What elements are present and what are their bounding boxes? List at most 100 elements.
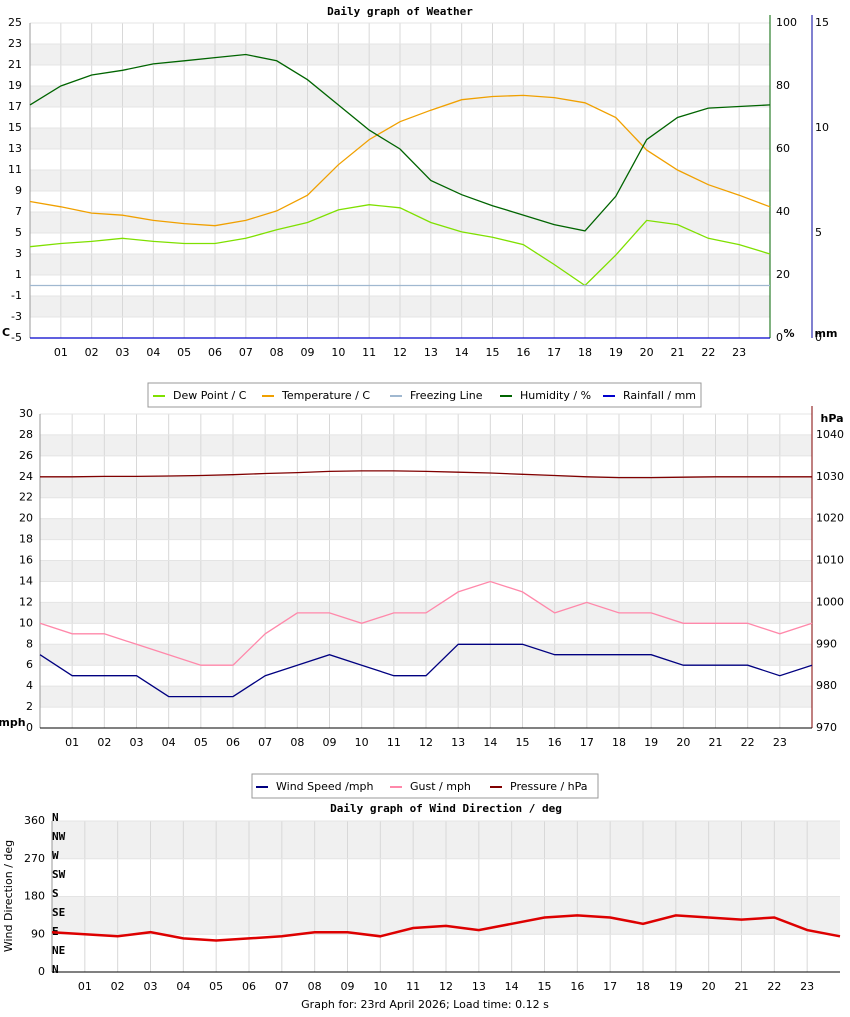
series-line — [29, 204, 771, 287]
series-line — [29, 94, 771, 227]
series-line — [40, 470, 812, 479]
y2-tick-label: 970 — [816, 721, 837, 734]
x-tick-label: 19 — [669, 980, 683, 993]
footer: Graph for: 23rd April 2026; Load time: 0… — [301, 998, 549, 1011]
x-tick-label: 08 — [270, 346, 284, 359]
x-tick-label: 10 — [355, 736, 369, 749]
y2-tick-label: 60 — [776, 142, 790, 155]
y2-axis-label: hPa — [820, 412, 843, 425]
x-tick-label: 14 — [483, 736, 497, 749]
x-tick-label: 02 — [97, 736, 111, 749]
y-tick-label: 23 — [8, 37, 22, 50]
y3-tick-label: 0 — [815, 331, 822, 344]
y-tick-label: 10 — [19, 616, 33, 629]
chart: 01 02 03 04 05 06 07 08 09 10 11 12 13 14 15 16 17 18 19 20… — [0, 406, 844, 799]
x-tick-label: 12 — [419, 736, 433, 749]
y-tick-label: 21 — [8, 58, 22, 71]
y-tick-label: 180 — [24, 890, 45, 903]
y2-tick-label: 980 — [816, 679, 837, 692]
legend-label: Freezing Line — [410, 389, 483, 402]
y3-tick-label: 15 — [815, 16, 829, 29]
x-tick-label: 09 — [323, 736, 337, 749]
y-tick-label: 8 — [26, 637, 33, 650]
y-tick-label: 11 — [8, 163, 22, 176]
x-tick-label: 11 — [362, 346, 376, 359]
y-tick-label: 20 — [19, 512, 33, 525]
x-tick-label: 03 — [130, 736, 144, 749]
x-tick-label: 07 — [239, 346, 253, 359]
x-tick-label: 12 — [393, 346, 407, 359]
x-tick-label: 01 — [54, 346, 68, 359]
series-line — [29, 53, 771, 232]
y-tick-label: 1 — [15, 268, 22, 281]
y-tick-label: 7 — [15, 205, 22, 218]
y-tick-label: 12 — [19, 595, 33, 608]
x-tick-label: 18 — [636, 980, 650, 993]
x-tick-label: 07 — [258, 736, 272, 749]
chart-title: Daily graph of Weather — [327, 5, 473, 18]
x-tick-label: 03 — [144, 980, 158, 993]
x-tick-label: 02 — [111, 980, 125, 993]
series-line — [51, 914, 841, 942]
x-tick-label: 12 — [439, 980, 453, 993]
x-tick-label: 22 — [701, 346, 715, 359]
x-tick-label: 17 — [547, 346, 561, 359]
x-tick-label: 01 — [65, 736, 79, 749]
x-tick-label: 08 — [308, 980, 322, 993]
x-tick-label: 01 — [78, 980, 92, 993]
legend-label: Humidity / % — [520, 389, 591, 402]
y-tick-label: 25 — [8, 16, 22, 29]
compass-label: N — [52, 963, 59, 976]
y-tick-label: 24 — [19, 470, 33, 483]
x-tick-label: 05 — [194, 736, 208, 749]
legend-label: Dew Point / C — [173, 389, 247, 402]
y-tick-label: -1 — [11, 289, 22, 302]
y3-tick-label: 10 — [815, 121, 829, 134]
x-tick-label: 16 — [570, 980, 584, 993]
y-tick-label: 14 — [19, 574, 33, 587]
y-tick-label: 6 — [26, 658, 33, 671]
legend-label: Temperature / C — [281, 389, 370, 402]
x-tick-label: 16 — [548, 736, 562, 749]
y-tick-label: 360 — [24, 814, 45, 827]
x-tick-label: 13 — [472, 980, 486, 993]
x-tick-label: 07 — [275, 980, 289, 993]
x-tick-label: 06 — [226, 736, 240, 749]
x-tick-label: 09 — [341, 980, 355, 993]
x-tick-label: 10 — [331, 346, 345, 359]
y-tick-label: 13 — [8, 142, 22, 155]
y-axis-label: Wind Direction / deg — [2, 840, 15, 952]
x-tick-label: 20 — [702, 980, 716, 993]
series-line — [39, 580, 813, 666]
x-tick-label: 19 — [609, 346, 623, 359]
x-tick-label: 17 — [603, 980, 617, 993]
y-tick-label: 0 — [38, 965, 45, 978]
compass-label: NE — [52, 944, 65, 957]
x-tick-label: 14 — [505, 980, 519, 993]
y-tick-label: 270 — [24, 852, 45, 865]
compass-label: S — [52, 887, 59, 900]
y2-tick-label: 1020 — [816, 512, 844, 525]
y-tick-label: 0 — [26, 721, 33, 734]
legend-box — [251, 773, 599, 799]
x-tick-label: 08 — [290, 736, 304, 749]
x-tick-label: 19 — [644, 736, 658, 749]
y-tick-label: 15 — [8, 121, 22, 134]
y2-tick-label: 0 — [776, 331, 783, 344]
chart-title: Daily graph of Wind Direction / deg — [330, 802, 562, 815]
x-tick-label: 14 — [455, 346, 469, 359]
x-tick-label: 04 — [146, 346, 160, 359]
y2-tick-label: 100 — [776, 16, 797, 29]
y-tick-label: -5 — [11, 331, 22, 344]
x-tick-label: 05 — [209, 980, 223, 993]
x-tick-label: 23 — [732, 346, 746, 359]
x-tick-label: 23 — [800, 980, 814, 993]
x-tick-label: 21 — [709, 736, 723, 749]
y3-axis-label: mm — [815, 327, 838, 340]
y-tick-label: 19 — [8, 79, 22, 92]
x-tick-label: 21 — [735, 980, 749, 993]
x-tick-label: 22 — [741, 736, 755, 749]
x-tick-label: 15 — [516, 736, 530, 749]
